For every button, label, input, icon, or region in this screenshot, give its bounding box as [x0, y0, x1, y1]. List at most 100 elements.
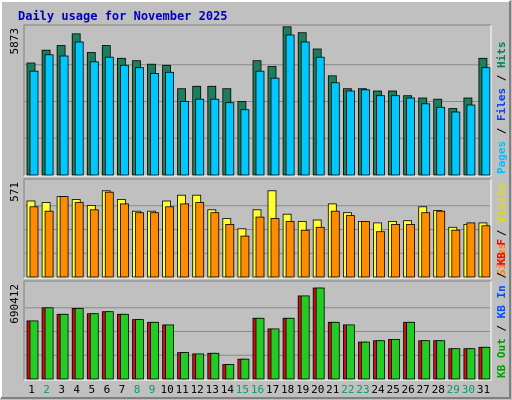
- x-tick-label-1: 1: [28, 383, 35, 396]
- bar-kb-out-day-13: [210, 352, 220, 380]
- bar-sites-day-12: [195, 202, 205, 278]
- bar-sites-day-2: [44, 210, 54, 278]
- legend-entry-sites: Sites: [495, 243, 508, 276]
- bar-sites-day-26: [406, 223, 416, 278]
- bar-kb-out-day-8: [135, 319, 144, 380]
- chart-title: Daily usage for November 2025: [18, 9, 228, 23]
- legend-entry-kb-f: KB F: [495, 239, 508, 266]
- bar-sites-day-19: [300, 229, 310, 278]
- bar-pages-day-24: [376, 95, 385, 176]
- bar-kb-out-day-2: [44, 307, 54, 380]
- bar-kb-out-day-28: [436, 340, 446, 380]
- bar-sites-day-24: [376, 231, 385, 278]
- bar-sites-day-14: [225, 223, 235, 278]
- bar-pages-day-27: [421, 103, 431, 176]
- bar-kb-out-day-11: [180, 352, 190, 380]
- panel-visits-sites: 571 Sites / Visits: [8, 178, 508, 279]
- bar-pages-day-31: [481, 67, 491, 176]
- panel-legend: Sites / Visits: [495, 183, 508, 276]
- bar-kb-out-day-24: [376, 340, 385, 380]
- bar-sites-day-7: [120, 203, 129, 278]
- bar-pages-day-13: [210, 98, 220, 176]
- legend-separator: /: [495, 68, 508, 88]
- x-tick-label-3: 3: [58, 383, 65, 396]
- panel-legend: KB Out / KB In / KB F: [495, 239, 508, 378]
- bar-kb-out-day-23: [360, 341, 370, 380]
- chart-panels: 5873 Pages / Files / Hits 571 Sites / Visit…: [8, 24, 508, 381]
- x-tick-label-24: 24: [371, 383, 385, 396]
- bar-kb-out-day-31: [481, 346, 491, 380]
- x-tick-label-26: 26: [401, 383, 414, 396]
- x-tick-label-9: 9: [149, 383, 156, 396]
- x-tick-label-20: 20: [311, 383, 324, 396]
- bar-pages-day-16: [255, 70, 265, 176]
- bar-kb-out-day-3: [59, 313, 69, 380]
- x-tick-label-31: 31: [477, 383, 490, 396]
- legend-separator: /: [495, 265, 508, 285]
- legend-separator: /: [495, 121, 508, 141]
- legend-entry-hits: Hits: [495, 42, 508, 69]
- bar-sites-day-28: [436, 210, 446, 278]
- panel-legend: Pages / Files / Hits: [495, 42, 508, 175]
- legend-entry-visits: Visits: [495, 183, 508, 223]
- x-tick-label-10: 10: [160, 383, 173, 396]
- bar-pages-day-29: [451, 111, 461, 176]
- x-axis-day-labels: 1 2 3 4 5 6 7 8 9 10 11 12 13 14 15 16 17 18 19 20 21 22 23 24 2…: [28, 383, 490, 396]
- bar-pages-day-12: [195, 98, 205, 176]
- bar-sites-day-10: [165, 206, 175, 278]
- bar-kb-out-day-7: [120, 313, 129, 380]
- panel-edge-light: [24, 281, 492, 381]
- x-tick-label-14: 14: [221, 383, 235, 396]
- x-tick-label-5: 5: [88, 383, 95, 396]
- bar-kb-out-day-10: [165, 324, 175, 380]
- bar-sites-day-11: [180, 203, 190, 278]
- x-tick-label-16: 16: [251, 383, 264, 396]
- x-tick-label-15: 15: [236, 383, 249, 396]
- x-tick-label-7: 7: [119, 383, 126, 396]
- legend-entry-files: Files: [495, 88, 508, 121]
- bar-sites-day-17: [270, 218, 280, 278]
- legend-entry-kb-in: KB In: [495, 285, 508, 318]
- bar-sites-day-13: [210, 212, 220, 278]
- bar-pages-day-2: [44, 54, 54, 176]
- bar-sites-day-6: [104, 191, 114, 278]
- bar-kb-out-day-16: [255, 317, 265, 380]
- x-tick-label-13: 13: [206, 383, 219, 396]
- bar-kb-out-day-30: [466, 348, 476, 380]
- bar-kb-out-day-5: [89, 313, 99, 380]
- bar-sites-day-23: [360, 221, 370, 278]
- bar-pages-day-1: [29, 70, 39, 176]
- x-tick-label-29: 29: [447, 383, 460, 396]
- legend-entry-pages: Pages: [495, 141, 508, 174]
- bar-sites-day-16: [255, 216, 265, 278]
- x-tick-label-11: 11: [176, 383, 189, 396]
- bar-sites-day-25: [391, 223, 400, 278]
- panel-hits-files-pages: 5873 Pages / Files / Hits: [8, 24, 508, 177]
- x-tick-label-25: 25: [386, 383, 399, 396]
- bar-pages-day-30: [466, 104, 476, 176]
- bar-kb-out-day-22: [345, 324, 355, 380]
- panel-kbytes: 690412 KB Out / KB In / KB F: [8, 239, 508, 381]
- bar-pages-day-8: [135, 67, 144, 176]
- x-tick-label-22: 22: [341, 383, 354, 396]
- panel-edge-light: [24, 25, 492, 177]
- bar-pages-day-14: [225, 102, 235, 176]
- panel-edge-dark: [23, 280, 491, 380]
- bar-pages-day-7: [120, 64, 129, 176]
- bar-sites-day-3: [59, 196, 69, 278]
- bar-kb-out-day-6: [104, 311, 114, 380]
- bar-kb-out-day-9: [150, 321, 159, 380]
- bar-pages-day-6: [104, 56, 114, 176]
- legend-separator: /: [495, 318, 508, 338]
- bar-kb-out-day-29: [451, 348, 461, 380]
- bar-pages-day-3: [59, 55, 69, 176]
- x-tick-label-18: 18: [281, 383, 294, 396]
- bar-sites-day-9: [150, 212, 159, 278]
- bar-pages-day-18: [285, 34, 295, 176]
- x-tick-label-23: 23: [356, 383, 369, 396]
- x-tick-label-30: 30: [462, 383, 475, 396]
- x-tick-label-6: 6: [104, 383, 111, 396]
- bar-sites-day-18: [285, 221, 295, 278]
